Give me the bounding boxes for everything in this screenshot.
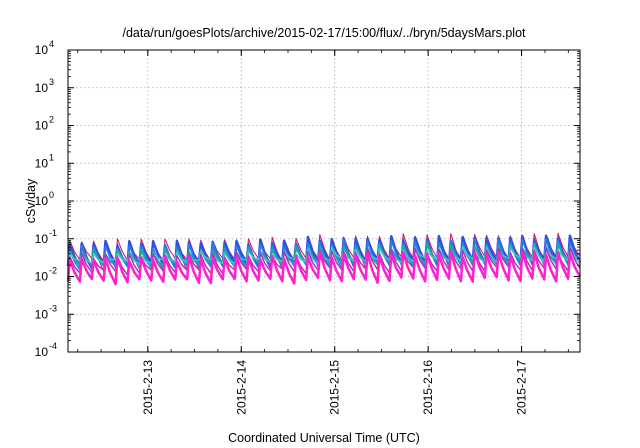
y-tick-exponent: -2 — [49, 266, 57, 276]
y-tick-label: 10 — [35, 43, 49, 57]
y-tick-label: 10 — [35, 156, 49, 170]
series-line — [66, 250, 582, 286]
x-tick-label: 2015-2-17 — [515, 360, 529, 415]
grid — [68, 50, 580, 352]
series-lines — [66, 232, 582, 286]
y-tick-exponent: 0 — [49, 190, 54, 200]
y-tick-label: 10 — [35, 232, 49, 246]
x-tick-label: 2015-2-15 — [328, 360, 342, 415]
x-tick-label: 2015-2-16 — [421, 360, 435, 415]
y-tick-exponent: 4 — [49, 39, 54, 49]
y-tick-exponent: 3 — [49, 77, 54, 87]
y-axis-label: cSv/day — [24, 178, 38, 223]
chart-title: /data/run/goesPlots/archive/2015-02-17/1… — [122, 26, 526, 40]
y-tick-label: 10 — [35, 345, 49, 359]
x-tick-label: 2015-2-13 — [141, 360, 155, 415]
x-axis-label: Coordinated Universal Time (UTC) — [228, 431, 420, 445]
y-tick-exponent: -4 — [49, 341, 57, 351]
y-tick-label: 10 — [35, 81, 49, 95]
x-tick-label: 2015-2-14 — [234, 360, 248, 415]
y-tick-exponent: -1 — [49, 228, 57, 238]
y-tick-label: 10 — [35, 119, 49, 133]
y-tick-label: 10 — [35, 270, 49, 284]
y-tick-label: 10 — [35, 307, 49, 321]
x-axis: 2015-2-13 2015-2-14 2015-2-15 2015-2-16 2015… — [77, 50, 569, 415]
y-tick-label: 10 — [35, 194, 49, 208]
y-tick-exponent: -3 — [49, 303, 57, 313]
y-tick-exponent: 2 — [49, 115, 54, 125]
y-tick-exponent: 1 — [49, 152, 54, 162]
